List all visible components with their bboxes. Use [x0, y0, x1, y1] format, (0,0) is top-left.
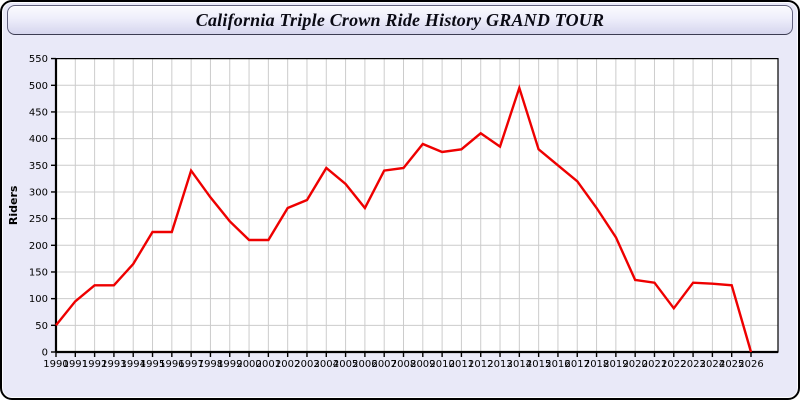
- x-tick-label: 2019: [603, 359, 628, 370]
- data-line-riders: [55, 83, 753, 353]
- x-tick-label: 2004: [314, 359, 339, 370]
- x-tick-label: 2024: [700, 359, 725, 370]
- chart-title: California Triple Crown Ride History GRA…: [195, 9, 605, 30]
- x-tick-label: 2025: [719, 359, 744, 370]
- x-tick-label: 2021: [642, 359, 667, 370]
- x-tick-label: 2007: [371, 359, 396, 370]
- x-tick-label: 1996: [159, 359, 184, 370]
- x-tick-label: 2020: [622, 359, 647, 370]
- x-tick-label: 2026: [738, 359, 763, 370]
- x-tick-label: 2011: [449, 359, 474, 370]
- y-tick-label: 550: [29, 54, 48, 65]
- x-tick-label: 2013: [487, 359, 512, 370]
- y-tick-label: 150: [29, 267, 48, 278]
- y-axis-title: Riders: [7, 185, 20, 225]
- x-tick-label: 1998: [198, 359, 223, 370]
- x-tick-label: 2018: [584, 359, 609, 370]
- y-tick-label: 0: [42, 348, 48, 359]
- x-tick-label: 1993: [101, 359, 126, 370]
- y-tick-label: 350: [29, 161, 48, 172]
- y-tick-label: 250: [29, 214, 48, 225]
- x-tick-label: 2001: [256, 359, 281, 370]
- y-tick-label: 500: [29, 81, 48, 92]
- y-tick-label: 300: [29, 187, 48, 198]
- x-tick-label: 2022: [661, 359, 686, 370]
- x-tick-label: 1992: [82, 359, 107, 370]
- y-tick-label: 200: [29, 241, 48, 252]
- x-tick-label: 1994: [120, 359, 145, 370]
- x-tick-label: 2012: [468, 359, 493, 370]
- title-bar: California Triple Crown Ride History GRA…: [7, 5, 793, 35]
- x-tick-label: 1997: [178, 359, 203, 370]
- x-tick-label: 2010: [429, 359, 454, 370]
- x-tick-label: 2023: [680, 359, 705, 370]
- x-tick-label: 2014: [507, 359, 532, 370]
- x-tick-label: 1999: [217, 359, 242, 370]
- x-tick-label: 1995: [140, 359, 165, 370]
- x-tick-label: 2017: [565, 359, 590, 370]
- x-tick-label: 2003: [294, 359, 319, 370]
- x-tick-label: 2009: [410, 359, 435, 370]
- plot-area: [56, 58, 778, 352]
- x-tick-label: 1991: [63, 359, 88, 370]
- y-tick-label: 400: [29, 134, 48, 145]
- y-tick-label: 100: [29, 294, 48, 305]
- x-tick-label: 2008: [391, 359, 416, 370]
- x-tick-label: 2006: [352, 359, 377, 370]
- x-tick-label: 2015: [526, 359, 551, 370]
- x-tick-label: 2005: [333, 359, 358, 370]
- x-tick-label: 2002: [275, 359, 300, 370]
- y-tick-label: 50: [35, 321, 48, 332]
- y-tick-label: 450: [29, 107, 48, 118]
- x-tick-label: 1990: [43, 359, 68, 370]
- x-tick-label: 2000: [236, 359, 261, 370]
- x-tick-label: 2016: [545, 359, 570, 370]
